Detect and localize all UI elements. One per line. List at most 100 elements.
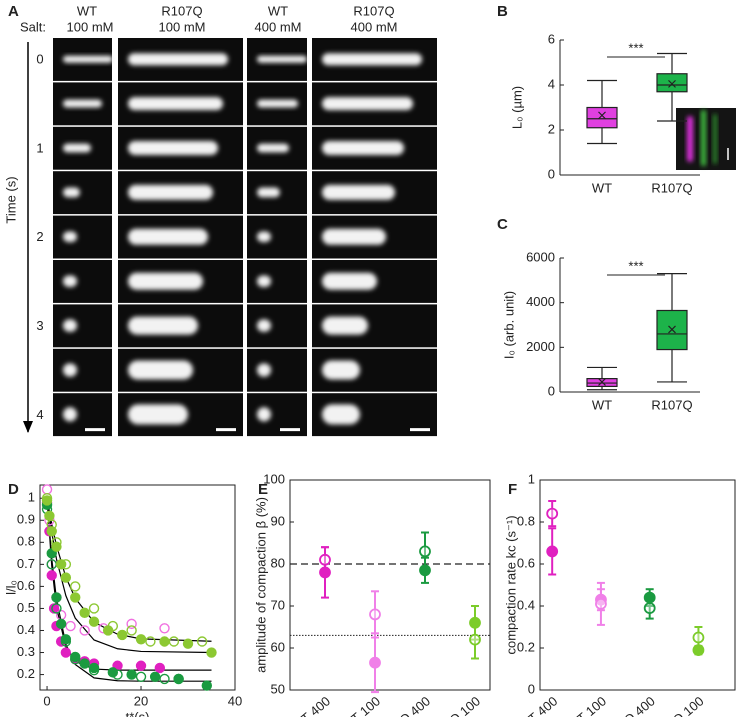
dna-blob (322, 316, 368, 335)
dna-blob (63, 99, 102, 108)
y-tick-label: 0 (548, 383, 555, 398)
dna-blob (63, 407, 77, 422)
y-tick-label: 6000 (526, 249, 555, 264)
data-point (46, 570, 57, 581)
data-point (46, 519, 57, 530)
y-tick-label: 1 (28, 490, 35, 505)
dna-blob (128, 141, 218, 155)
data-point (41, 484, 53, 495)
dna-blob (322, 97, 413, 111)
y-tick-label: 0.2 (517, 639, 535, 654)
x-tick-label: 20 (134, 693, 148, 708)
y-tick-label: 0.2 (17, 666, 35, 681)
y-tick-label: 0.4 (17, 622, 35, 637)
y-tick-label: 80 (271, 555, 285, 570)
plot-frame (539, 479, 736, 691)
y-axis-label: compaction rate kc (s⁻¹) (503, 515, 518, 654)
time-label: Time (s) (3, 176, 18, 223)
data-point (79, 625, 90, 636)
time-tick-label: 1 (36, 140, 43, 155)
significance-label: *** (628, 258, 643, 273)
data-point (60, 559, 72, 570)
plot-frame (289, 479, 491, 691)
box (586, 106, 618, 129)
data-point (643, 602, 656, 614)
y-tick-label: 0.4 (517, 597, 535, 612)
y-tick-label: 0 (528, 681, 535, 696)
panel-label: D (8, 481, 19, 498)
dna-blob (257, 319, 271, 332)
data-point (159, 673, 170, 685)
panel-label: A (8, 3, 19, 20)
mean-marker (598, 111, 606, 120)
dna-blob (128, 360, 193, 380)
data-point (51, 537, 62, 548)
y-tick-label: 100 (263, 471, 285, 486)
data-point (168, 636, 180, 647)
inset-image (676, 108, 736, 170)
data-point (159, 636, 170, 647)
data-point (112, 669, 123, 680)
dna-blob (322, 360, 360, 380)
dna-blob (128, 97, 223, 111)
y-tick-label: 60 (271, 639, 285, 654)
dna-blob (257, 55, 307, 63)
salt-label: Salt: (20, 19, 46, 34)
data-point (55, 618, 67, 630)
image-frame (247, 215, 307, 259)
y-tick-label: 0.9 (17, 512, 35, 527)
data-point (65, 620, 76, 632)
y-axis-label: I₀ (arb. unit) (501, 291, 516, 359)
dna-blob (128, 316, 198, 335)
data-point (595, 598, 607, 610)
plot-frame (39, 484, 236, 691)
data-point (369, 656, 381, 669)
dna-blob (322, 53, 422, 66)
column-salt: 400 mM (351, 19, 398, 34)
dna-blob (128, 272, 203, 290)
data-point (70, 653, 81, 665)
data-point (173, 673, 184, 685)
y-axis-label: l/l₀ (3, 580, 18, 595)
mean-marker (668, 325, 676, 334)
time-tick-label: 2 (36, 229, 43, 244)
data-point (88, 664, 100, 676)
x-tick-label: WT 400 (516, 693, 560, 717)
fit-line (46, 498, 212, 654)
data-point (60, 572, 72, 583)
data-point (126, 618, 137, 630)
data-point (126, 625, 137, 636)
panel-label: B (497, 3, 508, 20)
y-tick-label: 0.6 (517, 555, 535, 570)
y-tick-label: 0 (548, 166, 555, 181)
image-frame (247, 348, 307, 392)
dna-blob (128, 404, 188, 425)
dna-blob (128, 228, 208, 245)
data-point (319, 553, 331, 566)
data-point (182, 638, 194, 649)
column-salt: 100 mM (159, 19, 206, 34)
time-tick-label: 4 (36, 407, 43, 422)
dna-blob (63, 55, 113, 63)
dna-blob (63, 187, 80, 198)
data-point (154, 662, 166, 674)
y-tick-label: 0.5 (17, 600, 35, 615)
y-tick-label: 4 (548, 76, 555, 91)
y-tick-label: 2000 (526, 339, 555, 354)
data-point (196, 636, 208, 647)
data-point (70, 581, 81, 592)
data-point (41, 493, 53, 504)
x-tick-label: WT (592, 180, 612, 195)
data-point (135, 634, 147, 645)
panel-label: F (508, 481, 517, 498)
dna-blob (63, 363, 77, 377)
dna-blob (322, 272, 377, 290)
y-tick-label: 0.7 (17, 556, 35, 571)
data-point (206, 647, 217, 658)
panel-label: E (258, 481, 268, 498)
data-point (135, 660, 147, 671)
box (656, 73, 688, 93)
data-point (159, 623, 170, 634)
dna-blob (128, 184, 213, 200)
